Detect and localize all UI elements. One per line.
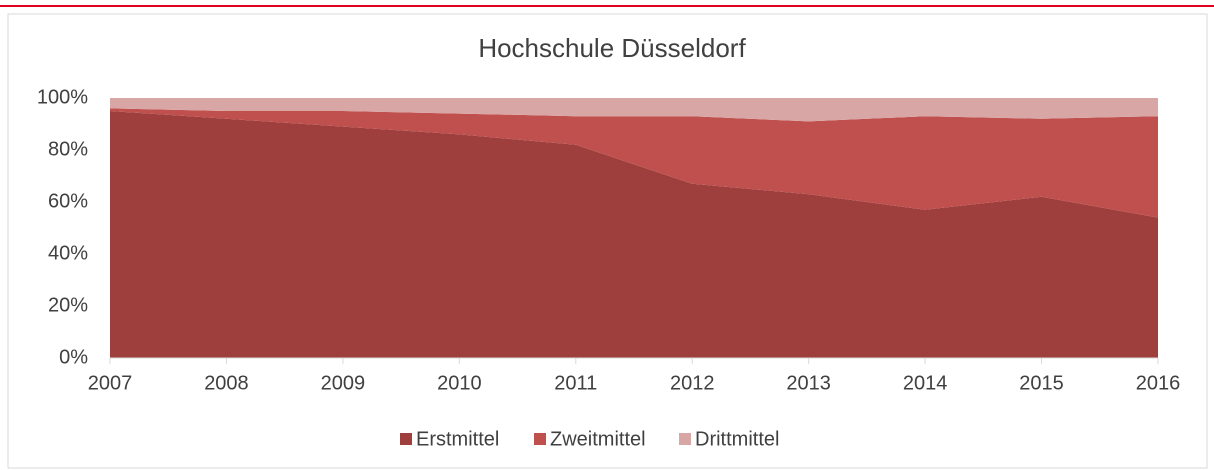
x-tick-label: 2007: [88, 372, 133, 394]
area: [110, 108, 1158, 218]
y-tick-label: 60%: [48, 190, 88, 212]
legend-label: Zweitmittel: [550, 428, 646, 450]
x-tick-label: 2008: [204, 372, 249, 394]
x-tick-label: 2014: [903, 372, 948, 394]
y-tick-label: 0%: [59, 346, 88, 368]
x-tick-label: 2011: [554, 372, 597, 394]
y-tick-label: 100%: [37, 86, 88, 108]
legend-swatch: [679, 433, 691, 445]
chart-title: Hochschule Düsseldorf: [478, 33, 746, 63]
x-tick-label: 2013: [786, 372, 831, 394]
x-tick-label: 2009: [321, 372, 366, 394]
y-tick-label: 20%: [48, 294, 88, 316]
y-tick-label: 80%: [48, 138, 88, 160]
chart-frame: [7, 13, 1208, 469]
legend-label: Erstmittel: [416, 428, 499, 450]
x-tick-label: 2016: [1136, 372, 1181, 394]
legend-label: Drittmittel: [695, 428, 779, 450]
area: [110, 111, 1158, 358]
legend-swatch: [534, 433, 546, 445]
area: [110, 98, 1158, 122]
y-tick-label: 40%: [48, 242, 88, 264]
x-tick-label: 2012: [670, 372, 715, 394]
legend-swatch: [400, 433, 412, 445]
x-tick-label: 2015: [1019, 372, 1064, 394]
x-tick-label: 2010: [437, 372, 482, 394]
